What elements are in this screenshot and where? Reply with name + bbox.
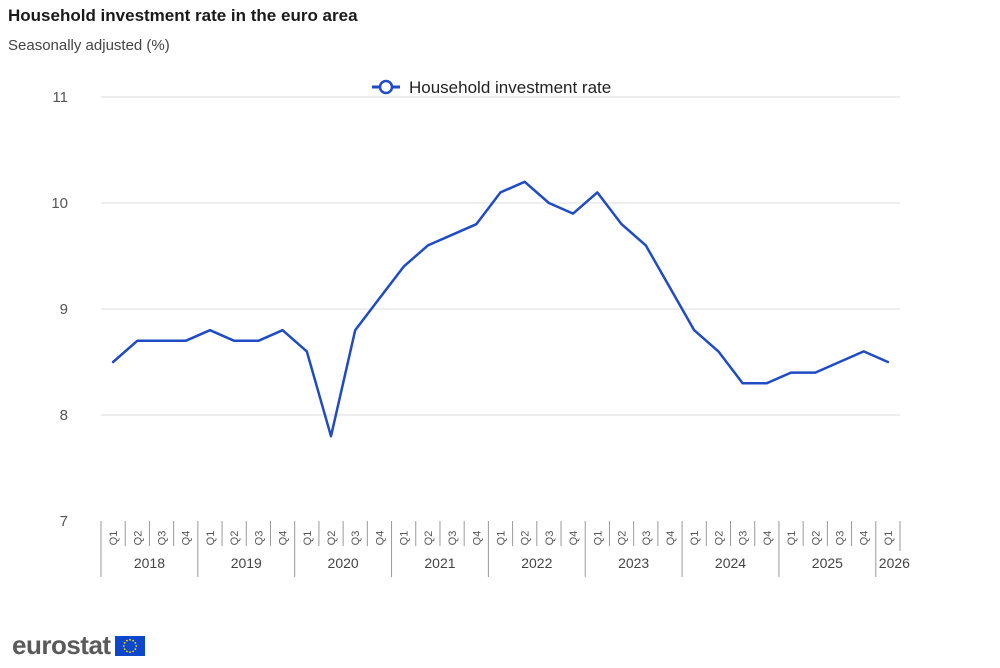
flag-star [122, 645, 125, 647]
legend-label: Household investment rate [409, 78, 611, 97]
flag-star [134, 648, 136, 650]
x-tick-label: Q4 [278, 531, 290, 546]
series-line [111, 180, 890, 438]
flag-star [125, 639, 128, 642]
x-year-label: 2022 [521, 555, 552, 571]
series-layer [111, 180, 890, 438]
y-axis: 7 8 9 10 11 [51, 89, 68, 530]
chart-title: Household investment rate in the euro ar… [8, 6, 358, 25]
y-tick-label: 7 [60, 513, 68, 530]
flag-background [114, 636, 145, 656]
y-tick-label: 9 [60, 301, 68, 318]
flag-star [128, 651, 131, 654]
x-tick-label: Q4 [859, 531, 871, 546]
x-tick-label: Q2 [229, 531, 241, 546]
x-tick-label: Q3 [834, 531, 846, 546]
eu-flag-icon [114, 636, 145, 656]
x-tick-label: Q3 [738, 531, 750, 546]
x-year-label: 2026 [879, 555, 910, 571]
flag-star [123, 642, 126, 644]
x-tick-label: Q3 [544, 531, 556, 546]
x-tick-label: Q4 [762, 531, 774, 546]
x-tick-label: Q2 [617, 531, 629, 546]
x-year-label: 2025 [812, 555, 843, 571]
x-tick-label: Q1 [302, 531, 314, 546]
x-tick-label: Q2 [423, 531, 435, 546]
x-tick-label: Q4 [471, 531, 483, 546]
x-tick-label: Q3 [641, 531, 653, 546]
y-tick-label: 10 [51, 195, 68, 212]
x-tick-label: Q4 [374, 531, 386, 546]
x-tick-label: Q4 [568, 531, 580, 546]
x-axis: Q1 Q2 Q3 Q4 Q1 Q2 Q3 Q4 Q1 Q2 Q3 Q4 Q1 Q2 Q3 Q4 Q1 Q2 Q3 Q4… [100, 521, 910, 577]
x-tick-label: Q1 [205, 531, 217, 546]
x-year-label: 2019 [231, 555, 262, 571]
x-tick-label: Q1 [496, 531, 508, 546]
x-tick-label: Q3 [447, 531, 459, 546]
flag-star [123, 648, 126, 650]
legend-circle-marker [378, 79, 394, 95]
x-tick-label: Q3 [350, 531, 362, 546]
x-tick-label: Q1 [883, 531, 895, 546]
x-year-label: 2020 [328, 555, 359, 571]
x-year-label: 2018 [134, 555, 165, 571]
x-tick-label: Q4 [665, 531, 677, 546]
x-tick-label: Q1 [786, 531, 798, 546]
chart-subtitle: Seasonally adjusted (%) [8, 37, 170, 54]
x-tick-label: Q2 [326, 531, 338, 546]
x-tick-label: Q2 [713, 531, 725, 546]
x-tick-label: Q2 [810, 531, 822, 546]
x-tick-label: Q1 [399, 531, 411, 546]
y-tick-label: 8 [60, 407, 68, 424]
flag-star [134, 642, 136, 644]
gridlines [101, 96, 900, 416]
line-chart: 7 8 9 10 11 Q1 Q2 Q3 Q4 Q1 Q2 Q3 Q4 Q1 Q2 Q3 Q4 Q1 Q2 Q3 Q4… [51, 78, 910, 577]
legend[interactable]: Household investment rate [372, 78, 611, 97]
x-tick-label: Q1 [592, 531, 604, 546]
x-tick-label: Q2 [520, 531, 532, 546]
x-tick-label: Q2 [132, 531, 144, 546]
x-year-label: 2021 [424, 555, 455, 571]
x-tick-label: Q1 [108, 531, 120, 546]
x-year-label: 2023 [618, 555, 649, 571]
x-tick-label: Q1 [689, 531, 701, 546]
x-tick-label: Q3 [157, 531, 169, 546]
x-year-label: 2024 [715, 555, 746, 571]
flag-star [125, 650, 128, 653]
flag-star [131, 650, 134, 653]
x-tick-label: Q4 [181, 531, 193, 546]
flag-star [128, 638, 131, 641]
logo-wordmark: eurostat [12, 629, 111, 660]
eurostat-logo: eurostat [12, 630, 145, 660]
y-tick-label: 11 [52, 89, 68, 106]
flag-star [134, 645, 137, 647]
flag-star [131, 639, 134, 642]
x-tick-label: Q3 [253, 531, 265, 546]
